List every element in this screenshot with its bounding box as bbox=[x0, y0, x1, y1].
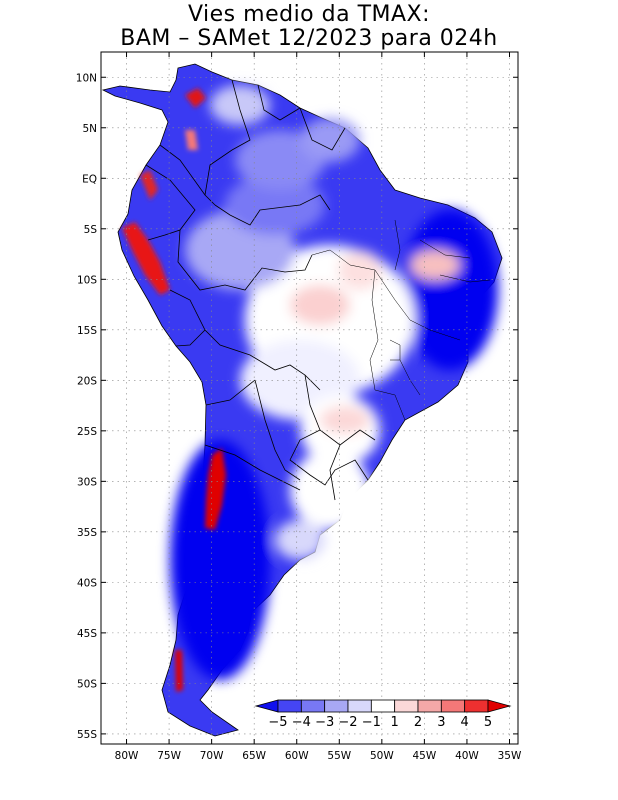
lat-label: 25S bbox=[77, 426, 97, 438]
colorbar-box bbox=[300, 699, 326, 713]
lon-label: 45W bbox=[413, 750, 437, 762]
lat-label: 20S bbox=[77, 375, 97, 387]
lon-label: 55W bbox=[327, 750, 351, 762]
axis-ticks: 10N 5N EQ 5S 10S 15S 20S 25S 30S 35S 40S 45S 50S 55S 8… bbox=[76, 52, 522, 762]
lat-label: 5N bbox=[82, 123, 97, 135]
lat-label: 10S bbox=[77, 274, 97, 286]
lat-label: 30S bbox=[77, 476, 97, 488]
lat-label: 50S bbox=[77, 678, 97, 690]
colorbar-box bbox=[417, 699, 442, 713]
lat-label: 55S bbox=[77, 729, 97, 741]
lon-label: 65W bbox=[242, 750, 266, 762]
lon-label: 40W bbox=[455, 750, 479, 762]
colorbar-label: −1 bbox=[362, 715, 381, 730]
lat-label: 35S bbox=[77, 527, 97, 539]
colorbar-label: 1 bbox=[391, 715, 399, 730]
colorbar-box bbox=[440, 699, 466, 713]
lon-label: 70W bbox=[200, 750, 224, 762]
lon-label: 50W bbox=[370, 750, 394, 762]
colorbar: −5 −4 −3 −2 −1 1 2 3 4 5 bbox=[254, 699, 512, 730]
colorbar-label: 3 bbox=[437, 715, 445, 730]
lon-label: 80W bbox=[115, 750, 139, 762]
colorbar-label: −2 bbox=[338, 715, 357, 730]
colorbar-label: 4 bbox=[461, 715, 469, 730]
colorbar-box bbox=[394, 699, 419, 713]
colorbar-box bbox=[347, 699, 372, 713]
colorbar-box bbox=[464, 699, 489, 713]
colorbar-label: 5 bbox=[484, 715, 492, 730]
lat-label: 5S bbox=[84, 224, 98, 236]
lat-label: 40S bbox=[77, 577, 97, 589]
country-borders bbox=[145, 79, 376, 501]
lon-label: 60W bbox=[285, 750, 309, 762]
colorbar-box bbox=[277, 699, 302, 713]
andes-warm-bias bbox=[122, 88, 226, 692]
colorbar-label: −3 bbox=[315, 715, 334, 730]
lat-label: 15S bbox=[77, 325, 97, 337]
lon-label: 75W bbox=[157, 750, 181, 762]
lat-label: EQ bbox=[82, 173, 97, 185]
colorbar-box bbox=[370, 699, 396, 713]
colorbar-max-arrow bbox=[487, 699, 512, 713]
colorbar-label: −4 bbox=[292, 715, 311, 730]
colorbar-label: 2 bbox=[414, 715, 422, 730]
state-borders bbox=[311, 219, 491, 421]
colorbar-box bbox=[324, 699, 349, 713]
colorbar-label: −5 bbox=[268, 715, 287, 730]
map-title-line1: Vies medio da TMAX: bbox=[187, 2, 431, 27]
lon-label: 35W bbox=[498, 750, 522, 762]
map-title-line2: BAM – SAMet 12/2023 para 024h bbox=[120, 26, 498, 51]
lat-label: 10N bbox=[76, 72, 97, 84]
graticule bbox=[101, 52, 518, 744]
lat-label: 45S bbox=[77, 628, 97, 640]
